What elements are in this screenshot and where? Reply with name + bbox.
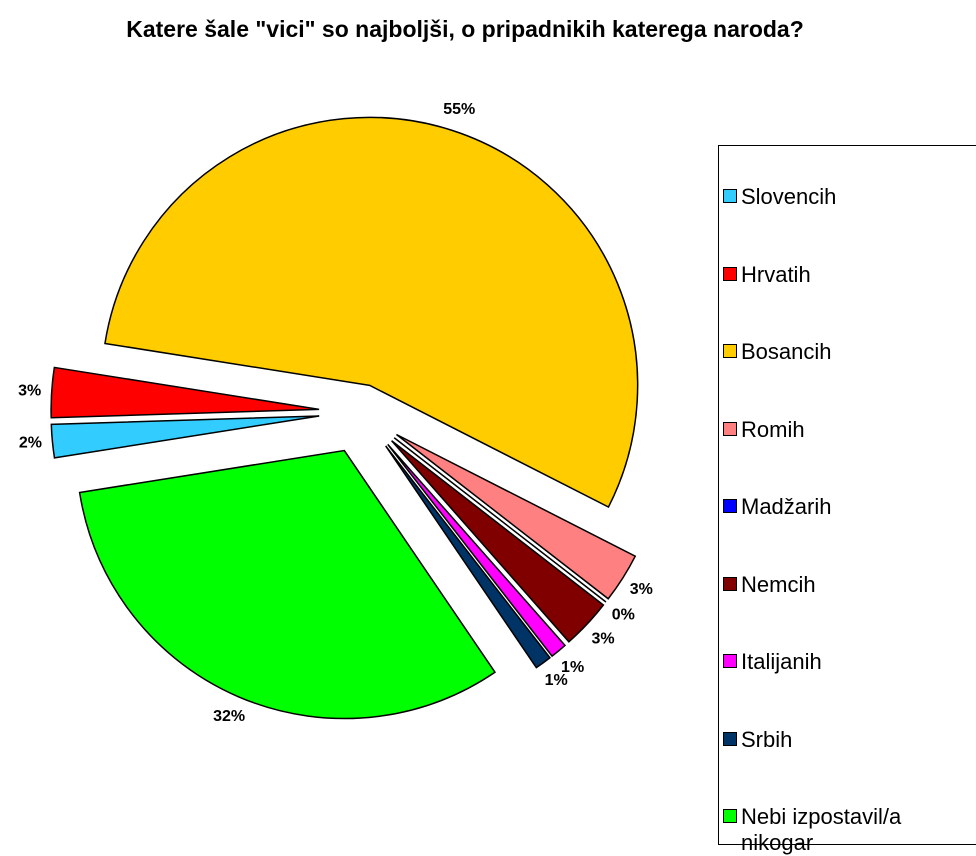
data-label: 32% — [213, 708, 245, 725]
pie-slice — [104, 116, 639, 509]
pie-slice — [387, 443, 567, 658]
legend-swatch — [723, 499, 737, 513]
pie-slice — [393, 437, 607, 603]
legend-label: Nemcih — [741, 571, 816, 597]
legend-label: Italijanih — [741, 649, 822, 674]
data-label: 3% — [630, 581, 653, 598]
legend-swatch — [723, 266, 737, 281]
chart-title: Katere šale "vici" so najboljši, o pripa… — [126, 16, 804, 42]
legend-entry: Bosancih — [723, 339, 973, 365]
legend-swatch — [723, 731, 737, 746]
data-label: 55% — [443, 101, 475, 118]
legend-swatch — [723, 654, 737, 668]
data-label: 3% — [18, 382, 41, 399]
pie-slice — [50, 366, 320, 419]
legend-label: Bosancih — [741, 339, 832, 364]
legend-label: Slovencih — [741, 184, 837, 209]
pie-slice — [385, 445, 551, 669]
data-label: 0% — [612, 607, 635, 624]
pie-slice — [391, 440, 605, 643]
legend-entry: Hrvatih — [723, 262, 973, 288]
legend-entry: Slovencih — [723, 184, 973, 210]
legend-entry: Madžarih — [723, 494, 973, 520]
legend-label: Madžarih — [741, 494, 832, 519]
data-label: 1% — [545, 672, 568, 689]
legend-label: Hrvatih — [741, 261, 811, 287]
page: {"chart_data": {"type": "pie", "title": … — [18, 16, 976, 855]
pie-slice — [78, 449, 497, 720]
legend-swatch — [723, 344, 737, 358]
legend-entry: Nemcih — [723, 572, 973, 598]
legend-entry: Srbih — [723, 727, 973, 753]
legend-entry: Romih — [723, 417, 973, 443]
chart: 2% 3% 55% 3% 0% 3% 1%1% 32% — [18, 101, 653, 725]
legend-label: Romih — [741, 416, 805, 442]
pie-slice — [50, 415, 320, 459]
legend-swatch — [723, 189, 737, 203]
legend-swatch — [723, 576, 737, 591]
legend-label: Srbih — [741, 726, 793, 752]
data-label: 2% — [19, 434, 42, 451]
legend: Slovencih Hrvatih Bosancih Romih Madžarih Nem… — [718, 145, 976, 855]
data-label: 3% — [591, 630, 614, 647]
legend-entry: Nebi izpostavil/a nikogar — [723, 804, 973, 856]
legend-swatch — [723, 421, 737, 436]
legend-swatch — [723, 809, 737, 823]
legend-entry: Italijanih — [723, 649, 973, 675]
pie-slice — [396, 433, 637, 600]
data-label: 1% — [561, 659, 584, 676]
legend-label: Nebi izpostavil/a nikogar — [741, 804, 902, 855]
